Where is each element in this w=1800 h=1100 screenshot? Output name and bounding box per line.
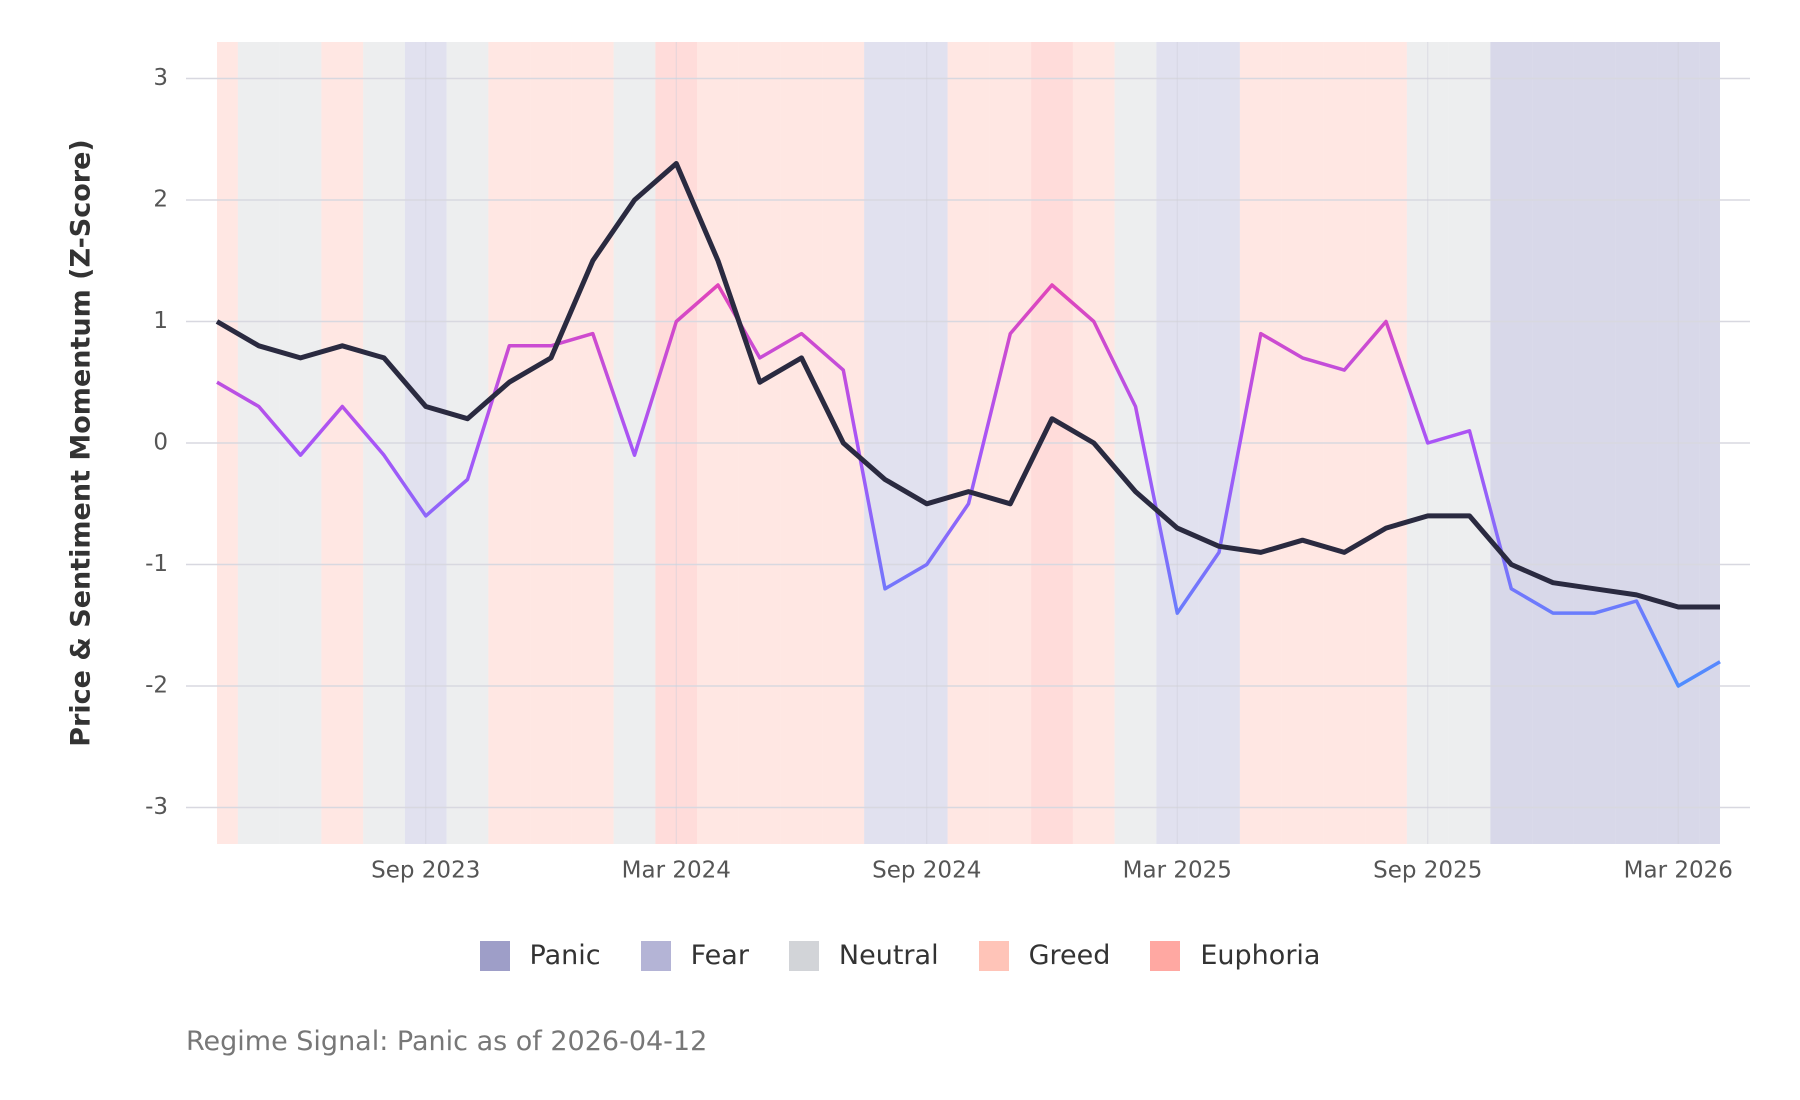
chart: Price & Sentiment Momentum (Z-Score) -3 -…: [66, 42, 1750, 884]
legend-label: Greed: [1028, 940, 1111, 971]
x-tick-label: Sep 2024: [872, 858, 981, 884]
y-axis-label: Price & Sentiment Momentum (Z-Score): [66, 139, 97, 747]
y-tick-label: -1: [145, 551, 168, 577]
legend-label: Fear: [690, 940, 749, 971]
x-tick-label: Mar 2026: [1624, 858, 1733, 884]
legend-item: Greed: [978, 940, 1111, 971]
legend-swatch: [788, 940, 819, 971]
legend-swatch: [1150, 940, 1181, 971]
y-tick-label: 3: [153, 65, 168, 91]
sentiment-line: [216, 283, 1721, 688]
legend-label: Neutral: [838, 940, 939, 971]
y-tick-label: 0: [153, 430, 168, 456]
caption: Regime Signal: Panic as of 2026-04-12: [186, 1026, 708, 1057]
y-tick-label: 1: [153, 308, 168, 334]
legend: Panic Fear Neutral Greed Euphoria: [0, 940, 1800, 971]
y-tick-label: -2: [145, 673, 168, 699]
legend-label: Panic: [529, 940, 601, 971]
y-tick-label: 2: [153, 186, 168, 212]
legend-item: Fear: [640, 940, 749, 971]
legend-swatch: [640, 940, 671, 971]
legend-label: Euphoria: [1200, 940, 1321, 971]
y-tick-label: -3: [145, 794, 168, 820]
x-tick-label: Sep 2025: [1373, 858, 1482, 884]
x-tick-label: Mar 2025: [1123, 858, 1232, 884]
legend-item: Euphoria: [1150, 940, 1320, 971]
price-line: [215, 161, 1720, 610]
legend-swatch: [978, 940, 1009, 971]
legend-item: Panic: [479, 940, 601, 971]
legend-swatch: [479, 940, 510, 971]
x-tick-label: Mar 2024: [622, 858, 731, 884]
legend-item: Neutral: [788, 940, 939, 971]
x-tick-label: Sep 2023: [371, 858, 480, 884]
